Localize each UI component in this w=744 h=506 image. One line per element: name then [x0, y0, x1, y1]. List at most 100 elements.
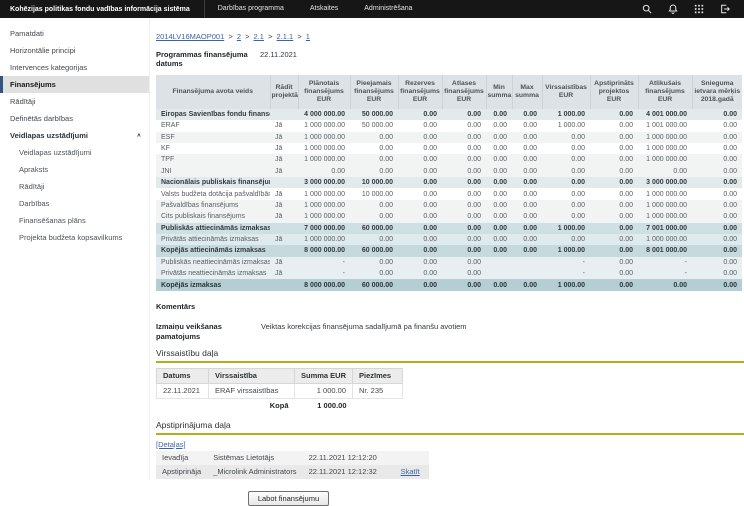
value-cell: 0.00	[442, 188, 486, 199]
table-row: Publiskās attiecināmās izmaksas7 000 000…	[156, 223, 742, 234]
value-cell: 0.00	[398, 234, 442, 245]
approval-role: Apstiprināja	[156, 465, 207, 479]
apps-grid-icon[interactable]	[693, 4, 704, 15]
value-cell: 0.00	[542, 143, 590, 154]
finance-table-header-cell: Max summa	[512, 75, 542, 109]
sidebar-item-label: Projekta budžeta kopsavilkums	[19, 233, 122, 242]
value-cell: 1 000.00	[542, 120, 590, 131]
value-cell: 0.00	[350, 268, 398, 279]
value-cell: 0.00	[486, 279, 512, 290]
value-cell: Jā	[270, 257, 298, 268]
finance-table-header-cell: Atlikušais finansējums EUR	[638, 75, 692, 109]
row-label-cell: ERAF	[156, 120, 270, 131]
sidebar-item[interactable]: Finansējums	[0, 76, 149, 93]
value-cell: 0.00	[350, 143, 398, 154]
value-cell: 0.00	[692, 279, 742, 290]
breadcrumb-link[interactable]: 2.1	[254, 32, 264, 41]
row-label-cell: ESF	[156, 132, 270, 143]
value-cell: 60 000.00	[350, 279, 398, 290]
details-link[interactable]: [Detaļas]	[156, 440, 186, 449]
sidebar-item[interactable]: Rādītāji	[0, 93, 149, 110]
value-cell: 0.00	[692, 109, 742, 120]
value-cell: 0.00	[398, 132, 442, 143]
value-cell: 8 000 000.00	[298, 245, 350, 256]
virssaistibas-header-cell: Virssaistība	[209, 368, 295, 383]
table-row: Cits publiskais finansējumsJā1 000 000.0…	[156, 211, 742, 222]
sidebar-item[interactable]: Veidlapas uzstādījumi	[0, 144, 149, 161]
row-label-cell: Kopējās attiecināmās izmaksas	[156, 245, 270, 256]
value-cell: 0.00	[692, 245, 742, 256]
sidebar-item-label: Definētās darbības	[10, 114, 73, 123]
value-cell	[486, 257, 512, 268]
table-row: JNIJā0.000.000.000.000.000.000.000.000.0…	[156, 166, 742, 177]
sidebar-item[interactable]: Finansēšanas plāns	[0, 212, 149, 229]
justification-label: Izmaiņu veikšanas pamatojums	[156, 322, 261, 341]
sidebar-item[interactable]: Definētās darbības	[0, 110, 149, 127]
sidebar-item[interactable]: Apraksts	[0, 161, 149, 178]
value-cell: Jā	[270, 188, 298, 199]
top-bar: Kohēzijas politikas fondu vadības inform…	[0, 0, 744, 18]
value-cell: 0.00	[350, 200, 398, 211]
breadcrumb-link[interactable]: 1	[306, 32, 310, 41]
value-cell: 0.00	[692, 257, 742, 268]
value-cell	[270, 245, 298, 256]
edit-financing-button[interactable]: Labot finansējumu	[248, 491, 329, 506]
section-divider	[156, 361, 744, 363]
row-label-cell: Publiskās neattiecināmās izmaksas	[156, 257, 270, 268]
value-cell: 3 000 000.00	[638, 177, 692, 188]
value-cell: 0.00	[512, 279, 542, 290]
breadcrumb-link[interactable]: 2014LV16MAOP001	[156, 32, 224, 41]
logout-icon[interactable]	[719, 4, 730, 15]
program-date-row: Programmas finansējuma datums 22.11.2021	[156, 50, 740, 69]
sidebar-item-label: Rādītāji	[19, 182, 44, 191]
virssaistibas-header-cell: Summa EUR	[295, 368, 353, 383]
value-cell: 1 000 000.00	[638, 200, 692, 211]
value-cell: 0.00	[350, 211, 398, 222]
value-cell: 0.00	[590, 268, 638, 279]
value-cell: 0.00	[486, 166, 512, 177]
notifications-icon[interactable]	[667, 4, 678, 15]
virssaistibas-body: 22.11.2021ERAF virssaistības1 000.00Nr. …	[157, 383, 403, 413]
total-value: 1 000.00	[295, 398, 353, 413]
value-cell: 0.00	[350, 154, 398, 165]
value-cell	[270, 279, 298, 290]
sidebar-item[interactable]: Intervences kategorijas	[0, 59, 149, 76]
menu-item[interactable]: Administrēšana	[351, 0, 425, 18]
approval-body: IevadījaSistēmas Lietotājs22.11.2021 12:…	[156, 451, 429, 479]
approval-row: IevadījaSistēmas Lietotājs22.11.2021 12:…	[156, 451, 429, 465]
search-icon[interactable]	[641, 4, 652, 15]
sidebar-item[interactable]: Darbības	[0, 195, 149, 212]
menu-item[interactable]: Atskaites	[297, 0, 351, 18]
value-cell: 0.00	[486, 200, 512, 211]
value-cell: 0.00	[512, 234, 542, 245]
value-cell: 1 000 000.00	[638, 154, 692, 165]
sidebar-item[interactable]: Rādītāji	[0, 178, 149, 195]
row-label-cell: Cits publiskais finansējums	[156, 211, 270, 222]
virssaistibas-header-row: DatumsVirssaistībaSumma EURPiezīmes	[157, 368, 403, 383]
value-cell: 0.00	[486, 223, 512, 234]
value-cell: 0.00	[590, 279, 638, 290]
value-cell: 0.00	[692, 132, 742, 143]
sidebar-item[interactable]: Horizontālie principi	[0, 42, 149, 59]
value-cell: 1 000 000.00	[638, 143, 692, 154]
value-cell: 4 001 000.00	[638, 109, 692, 120]
value-cell	[353, 398, 403, 413]
view-link[interactable]: Skatīt	[401, 467, 420, 476]
actions-row: Labot finansējumu	[156, 488, 421, 506]
menu-item[interactable]: Darbības programma	[205, 0, 297, 18]
value-cell: 0.00	[442, 268, 486, 279]
sidebar-item[interactable]: Projekta budžeta kopsavilkums	[0, 229, 149, 246]
finance-table-header-cell: Snieguma ietvara mērķis 2018.gadā	[692, 75, 742, 109]
table-row: ESFJā1 000 000.000.000.000.000.000.000.0…	[156, 132, 742, 143]
breadcrumb: 2014LV16MAOP001 > 2 > 2.1 > 2.1.1 > 1	[156, 32, 740, 41]
comment-value	[261, 302, 740, 311]
value-cell	[512, 257, 542, 268]
breadcrumb-link[interactable]: 2.1.1	[277, 32, 294, 41]
value-cell: 1 000 000.00	[638, 132, 692, 143]
sidebar-item[interactable]: Veidlapas uzstādījumi∧	[0, 127, 149, 144]
sidebar-item[interactable]: Pamatdati	[0, 25, 149, 42]
value-cell	[270, 109, 298, 120]
value-cell: 0.00	[692, 268, 742, 279]
breadcrumb-separator: >	[224, 32, 237, 41]
value-cell: 1 001 000.00	[638, 120, 692, 131]
